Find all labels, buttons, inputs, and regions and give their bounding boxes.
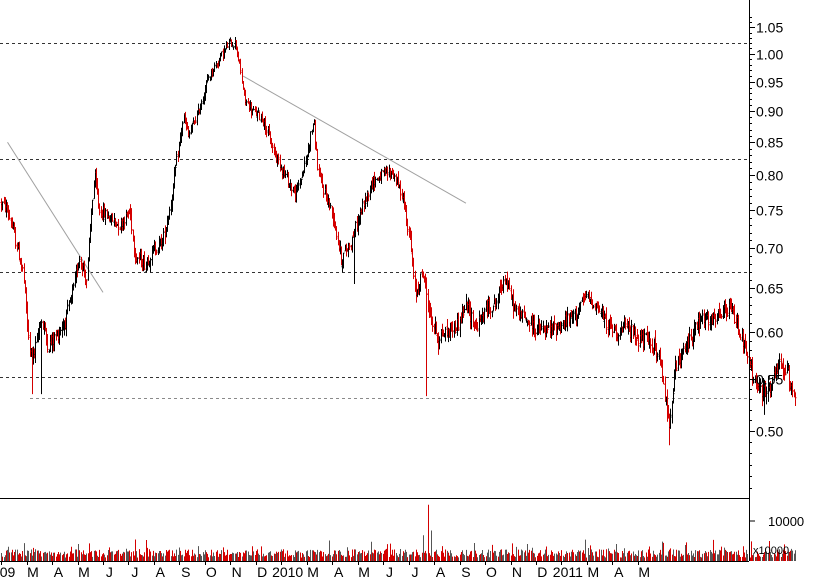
time-tick-label: M <box>587 564 599 580</box>
time-tick-label: J <box>131 564 138 580</box>
time-tick-label: D <box>537 564 547 580</box>
time-tick-label: O <box>486 564 497 580</box>
price-tick-label: 0.95 <box>756 75 783 91</box>
time-tick-label: S <box>181 564 190 580</box>
time-tick-label: N <box>512 564 522 580</box>
horizontal-level-lines <box>0 43 749 399</box>
time-tick-label: J <box>106 564 113 580</box>
price-tick-label: 0.85 <box>756 135 783 151</box>
time-tick-label: 2011 <box>553 564 583 580</box>
price-tick-label: 0.60 <box>756 325 783 341</box>
price-candles <box>0 37 797 446</box>
time-tick-label: M <box>358 564 370 580</box>
time-tick-label: M <box>307 564 319 580</box>
volume-tick-label: 10000 <box>768 514 804 529</box>
price-tick-label: 0.90 <box>756 104 783 120</box>
time-tick-label: A <box>614 564 624 580</box>
price-tick-label: 0.50 <box>756 424 783 440</box>
time-tick-label: J <box>412 564 419 580</box>
time-tick-label: 2010 <box>272 564 303 580</box>
time-tick-label: A <box>54 564 64 580</box>
price-tick-label: 0.55 <box>756 372 783 388</box>
time-tick-label: J <box>386 564 393 580</box>
trendline <box>7 141 104 293</box>
time-tick-label: A <box>334 564 344 580</box>
time-tick-label: A <box>436 564 446 580</box>
time-tick-label: 09 <box>0 564 15 580</box>
time-tick-label: M <box>638 564 650 580</box>
time-tick-label: S <box>461 564 470 580</box>
time-tick-label: D <box>257 564 267 580</box>
price-tick-label: 0.80 <box>756 168 783 184</box>
trendline <box>242 75 467 204</box>
volume-axis: 10000 x10000 <box>750 514 804 557</box>
price-tick-label: 1.00 <box>756 47 783 63</box>
time-tick-label: N <box>232 564 242 580</box>
axes <box>0 0 750 562</box>
price-axis-ticks: 0.50 0.55 0.60 0.65 0.70 0.75 0.80 0.85 0.90 0.95… <box>749 17 783 489</box>
price-tick-label: 0.65 <box>756 281 783 297</box>
time-axis-ticks: 09 M A M J J A S O N D 2010 M A M J J A S O N D 2011 M A M <box>0 561 650 580</box>
time-tick-label: O <box>206 564 217 580</box>
volume-unit-label: x10000 <box>753 545 789 557</box>
price-tick-label: 0.75 <box>756 203 783 219</box>
time-tick-label: M <box>78 564 90 580</box>
volume-bars <box>1 504 796 561</box>
time-tick-label: M <box>27 564 39 580</box>
trendlines <box>7 75 467 293</box>
price-tick-label: 0.70 <box>756 241 783 257</box>
time-tick-label: A <box>156 564 166 580</box>
price-tick-label: 1.05 <box>756 20 783 36</box>
